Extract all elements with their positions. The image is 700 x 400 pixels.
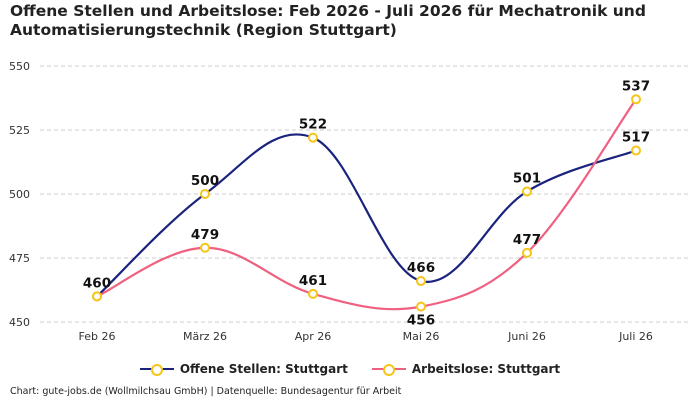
data-label-arbeitslose: 461	[299, 273, 327, 289]
y-tick-label: 450	[9, 316, 30, 329]
data-label-offene-stellen: 500	[191, 173, 219, 189]
series-markers	[92, 94, 641, 312]
data-label-offene-stellen: 522	[299, 117, 327, 133]
data-point-offene-stellen	[631, 145, 641, 156]
legend: Offene Stellen: Stuttgart Arbeitslose: S…	[0, 362, 700, 376]
data-point-arbeitslose	[200, 242, 210, 253]
x-tick-label: Apr 26	[295, 330, 332, 343]
series-lines	[96, 98, 637, 311]
legend-item-offene-stellen[interactable]: Offene Stellen: Stuttgart	[139, 362, 348, 376]
y-tick-label: 550	[9, 60, 30, 73]
chart-title: Offene Stellen und Arbeitslose: Feb 2026…	[10, 2, 646, 39]
x-tick-label: Feb 26	[79, 330, 116, 343]
source-footer: Chart: gute-jobs.de (Wollmilchsau GmbH) …	[10, 386, 402, 397]
data-point-arbeitslose	[92, 291, 102, 302]
data-label-arbeitslose: 456	[407, 313, 435, 329]
data-point-offene-stellen	[416, 276, 426, 287]
grid-lines	[40, 65, 690, 323]
y-axis-ticks: 450 475 500 525 550	[9, 60, 30, 329]
y-tick-label: 475	[9, 252, 30, 265]
x-tick-label: Juni 26	[507, 330, 546, 343]
data-label-arbeitslose: 479	[191, 227, 219, 243]
legend-swatch-offene-stellen	[139, 363, 174, 376]
x-axis-ticks: Feb 26 März 26 Apr 26 Mai 26 Juni 26 Juli 26	[79, 330, 653, 343]
x-tick-label: März 26	[183, 330, 227, 343]
data-label-offene-stellen: 460	[83, 275, 111, 291]
data-point-offene-stellen	[200, 189, 210, 199]
data-label-offene-stellen: 517	[622, 129, 650, 145]
data-labels: 460 500 522 466 501 517 479 461 456 477 537	[83, 78, 650, 328]
legend-item-arbeitslose[interactable]: Arbeitslose: Stuttgart	[371, 362, 561, 376]
data-point-arbeitslose	[522, 247, 532, 258]
x-tick-label: Mai 26	[403, 330, 440, 343]
legend-swatch-arbeitslose	[371, 363, 406, 376]
data-label-arbeitslose: 537	[622, 78, 650, 94]
data-point-arbeitslose	[631, 94, 641, 105]
legend-label-arbeitslose: Arbeitslose: Stuttgart	[411, 362, 561, 376]
series-line-offene-stellen	[96, 133, 637, 298]
data-point-arbeitslose	[308, 288, 318, 299]
x-tick-label: Juli 26	[618, 330, 653, 343]
data-label-arbeitslose: 477	[513, 232, 541, 248]
data-point-offene-stellen	[308, 132, 318, 143]
data-label-offene-stellen: 466	[407, 260, 435, 276]
data-point-offene-stellen	[522, 186, 532, 197]
line-chart: 450 475 500 525 550 Feb 26 März 26 Apr 26 Mai 2…	[9, 60, 690, 343]
legend-label-offene-stellen: Offene Stellen: Stuttgart	[179, 362, 348, 376]
series-line-arbeitslose	[96, 98, 637, 311]
y-tick-label: 500	[9, 188, 30, 201]
y-tick-label: 525	[9, 124, 30, 137]
data-label-offene-stellen: 501	[513, 170, 541, 186]
data-point-arbeitslose	[416, 301, 426, 312]
